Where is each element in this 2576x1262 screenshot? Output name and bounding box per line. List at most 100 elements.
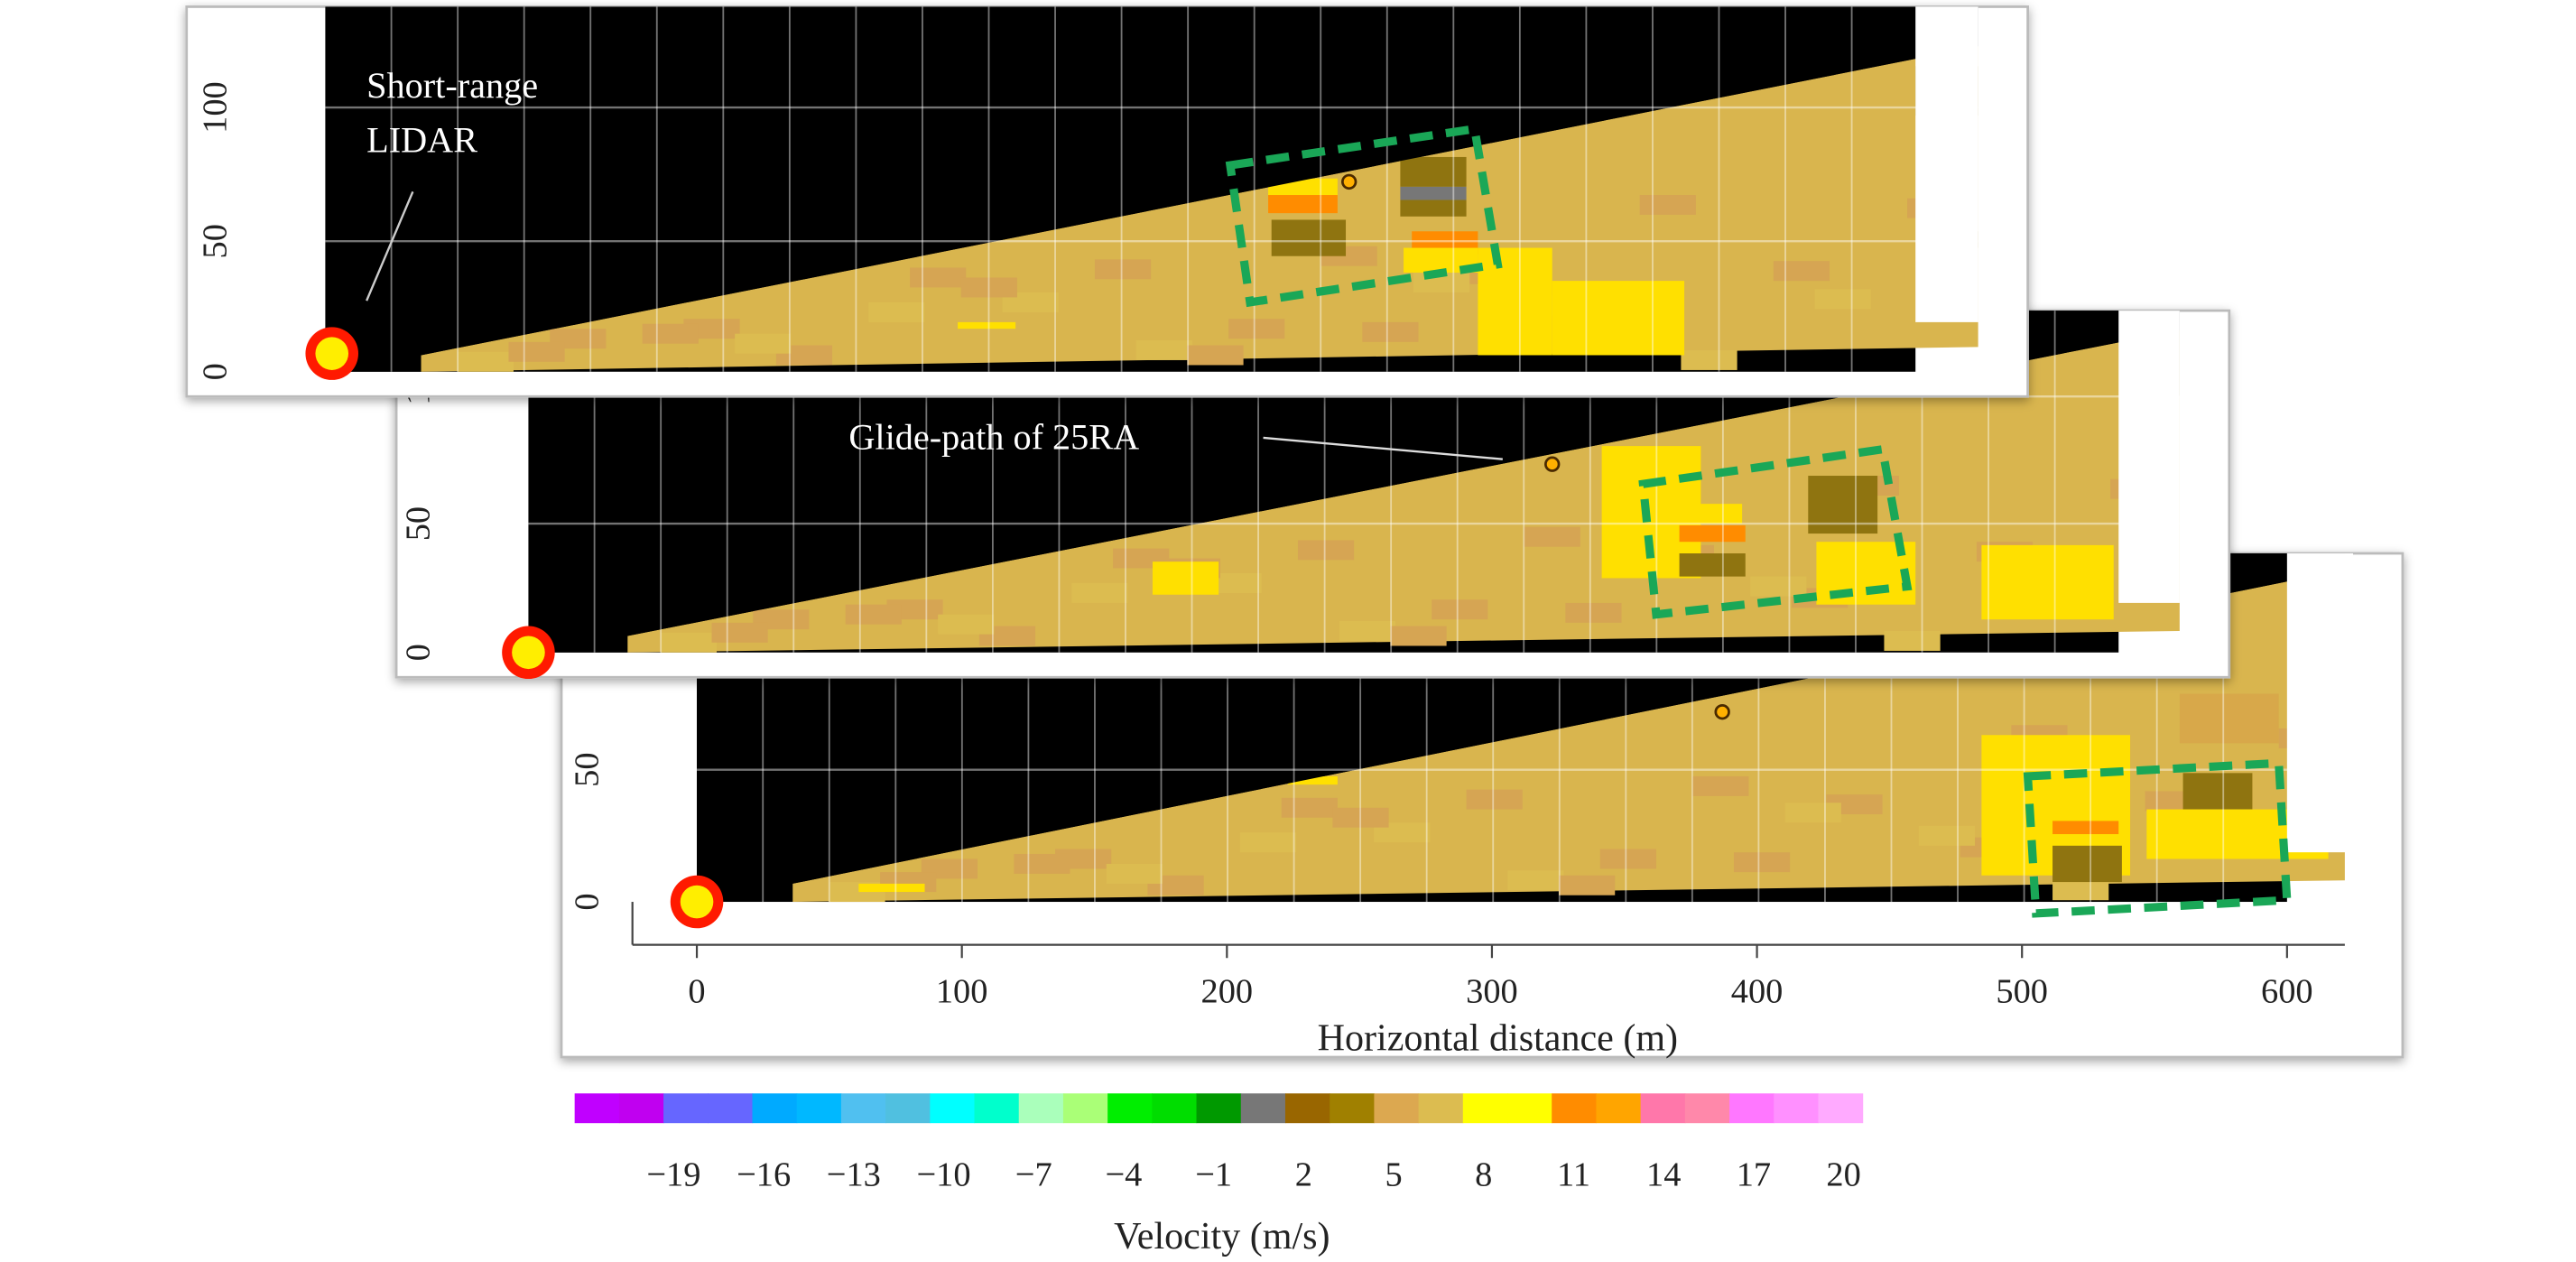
velocity-cell bbox=[1478, 247, 1552, 356]
velocity-cell bbox=[1808, 476, 1878, 534]
velocity-cell bbox=[858, 883, 925, 893]
velocity-cell bbox=[938, 614, 995, 635]
glide-path-point bbox=[1544, 456, 1561, 472]
colorbar-segment bbox=[1596, 1093, 1642, 1124]
colorbar-segment bbox=[1284, 1093, 1330, 1124]
colorbar-segment bbox=[1774, 1093, 1820, 1124]
lidar-marker-icon bbox=[670, 875, 724, 929]
colorbar-segment bbox=[1018, 1093, 1064, 1124]
velocity-cell bbox=[1135, 340, 1192, 360]
velocity-cell bbox=[1675, 504, 1743, 524]
glide-path-point bbox=[1341, 173, 1357, 190]
highlight-box bbox=[1638, 444, 1913, 619]
colorbar: −19 −16 −13 −10 −7 −4 −1 2 5 8 11 14 17 20 Velocity (… bbox=[574, 1093, 1864, 1257]
colorbar-segment bbox=[1729, 1093, 1774, 1124]
velocity-cell bbox=[1681, 349, 1737, 370]
y-tick-label: 100 bbox=[197, 81, 235, 134]
colorbar-tick-label: 2 bbox=[1295, 1156, 1312, 1194]
colorbar-segment bbox=[1196, 1093, 1242, 1124]
colorbar-tick-label: −13 bbox=[827, 1156, 881, 1194]
colorbar-tick-label: −10 bbox=[917, 1156, 971, 1194]
colorbar-tick-label: 17 bbox=[1737, 1156, 1771, 1194]
velocity-cell bbox=[1814, 289, 1871, 310]
velocity-cell bbox=[1552, 281, 1685, 356]
velocity-cell bbox=[958, 321, 1016, 329]
colorbar-segment bbox=[618, 1093, 664, 1124]
colorbar-segment bbox=[1462, 1093, 1508, 1124]
velocity-cell bbox=[660, 632, 717, 653]
colorbar-segment bbox=[1684, 1093, 1730, 1124]
lidar-marker-fill bbox=[512, 636, 545, 670]
velocity-cell bbox=[1094, 259, 1152, 280]
y-tick-label: 0 bbox=[400, 644, 438, 661]
colorbar-segment bbox=[1418, 1093, 1464, 1124]
velocity-cell bbox=[1466, 789, 1523, 810]
colorbar-tick-label: −4 bbox=[1106, 1156, 1143, 1194]
velocity-cell bbox=[1014, 853, 1070, 874]
colorbar-segment bbox=[1818, 1093, 1864, 1124]
colorbar-segment bbox=[1374, 1093, 1420, 1124]
velocity-cell bbox=[2052, 845, 2122, 883]
plot-margin bbox=[1915, 6, 1978, 322]
colorbar-segment bbox=[1330, 1093, 1375, 1124]
colorbar-segment bbox=[1552, 1093, 1597, 1124]
velocity-cell bbox=[1268, 195, 1338, 214]
plot-margin bbox=[2286, 553, 2354, 853]
velocity-cell bbox=[845, 604, 902, 625]
lidar-marker-fill bbox=[680, 885, 714, 919]
glide-path-label: Glide-path of 25RA bbox=[848, 417, 1139, 458]
plot-margin bbox=[2118, 311, 2180, 603]
scan-wedge bbox=[627, 330, 2180, 653]
y-tick-label: 50 bbox=[568, 752, 606, 786]
colorbar-segment bbox=[1152, 1093, 1198, 1124]
lidar-marker-fill bbox=[315, 337, 349, 370]
colorbar-segment bbox=[796, 1093, 842, 1124]
highlight-box bbox=[1225, 124, 1503, 308]
no-data-region bbox=[325, 6, 1978, 372]
velocity-cell bbox=[1281, 797, 1338, 818]
velocity-cell bbox=[960, 277, 1017, 298]
velocity-cell bbox=[735, 333, 792, 354]
x-tick-label: 500 bbox=[1996, 973, 2048, 1011]
velocity-cell bbox=[868, 302, 925, 322]
velocity-cell bbox=[1559, 875, 1616, 895]
velocity-cell bbox=[1918, 825, 1976, 846]
velocity-cell bbox=[1152, 561, 1219, 595]
velocity-cell bbox=[1981, 544, 2114, 620]
y-tick-label: 0 bbox=[568, 893, 606, 910]
colorbar-tick-label: −1 bbox=[1195, 1156, 1232, 1194]
velocity-cell bbox=[508, 341, 565, 362]
velocity-cell bbox=[910, 267, 967, 288]
velocity-cell bbox=[1884, 631, 1941, 651]
x-tick-label: 0 bbox=[688, 973, 705, 1011]
velocity-cell bbox=[1679, 553, 1746, 577]
velocity-cell bbox=[1400, 200, 1467, 217]
colorbar-segment bbox=[1240, 1093, 1286, 1124]
colorbar-tick-label: 8 bbox=[1475, 1156, 1492, 1194]
colorbar-segment bbox=[930, 1093, 976, 1124]
lidar-label-line1: Short-range bbox=[366, 65, 538, 106]
velocity-cell bbox=[2182, 773, 2253, 810]
velocity-cell bbox=[1507, 870, 1564, 891]
glide-path-leader-line bbox=[1263, 436, 1503, 460]
colorbar-tick-label: 5 bbox=[1385, 1156, 1402, 1194]
velocity-cell bbox=[1187, 345, 1244, 366]
colorbar-segment bbox=[1062, 1093, 1108, 1124]
velocity-cell bbox=[1784, 803, 1841, 823]
glide-path-point bbox=[1714, 703, 1730, 720]
colorbar-segment bbox=[708, 1093, 754, 1124]
x-tick-label: 200 bbox=[1201, 973, 1254, 1011]
velocity-cell bbox=[1288, 775, 1338, 785]
lidar-marker-icon bbox=[305, 327, 358, 380]
lidar-annotation: Short-range LIDAR bbox=[366, 65, 538, 302]
velocity-cell bbox=[1271, 219, 1347, 256]
colorbar-tick-label: 14 bbox=[1646, 1156, 1681, 1194]
velocity-cell bbox=[1773, 261, 1830, 282]
velocity-cell bbox=[1400, 186, 1467, 200]
velocity-cell bbox=[2179, 693, 2279, 744]
lidar-label-line2: LIDAR bbox=[366, 119, 477, 160]
velocity-cell bbox=[1400, 156, 1467, 187]
colorbar-segment bbox=[574, 1093, 620, 1124]
colorbar-tick-label: 20 bbox=[1826, 1156, 1860, 1194]
